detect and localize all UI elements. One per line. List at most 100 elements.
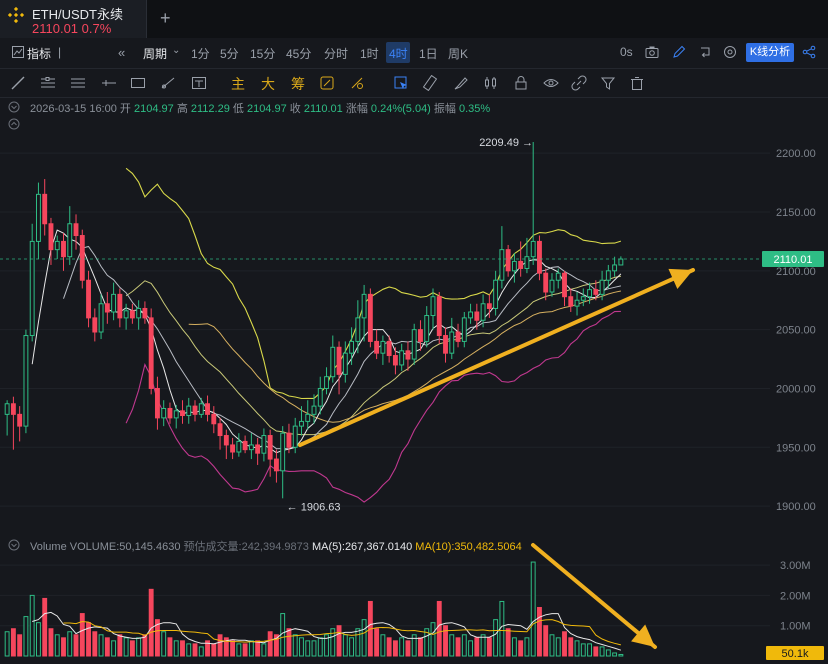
volume-bar	[461, 634, 467, 657]
volume-bar	[29, 594, 35, 657]
volume-bar	[399, 637, 405, 657]
ohlc-amp: 0.35%	[458, 103, 491, 115]
volume-bar	[380, 634, 386, 657]
volume-bar	[418, 637, 423, 657]
candle-body	[192, 405, 198, 415]
y-tick-label: 1950.00	[776, 442, 816, 454]
ma10-line	[63, 245, 622, 450]
volume-bar	[217, 634, 223, 657]
candle-body	[92, 317, 98, 333]
cursor-icon[interactable]	[393, 75, 409, 91]
share-icon[interactable]	[802, 45, 816, 59]
volume-bar	[317, 637, 323, 657]
collapse-legend-icon[interactable]	[8, 101, 22, 113]
candle-body	[418, 329, 423, 342]
bars-pattern-icon[interactable]	[483, 75, 499, 91]
lock-drawing-icon[interactable]	[349, 75, 365, 91]
period-button[interactable]: 周期	[143, 47, 168, 61]
big-chip-button[interactable]: 大	[261, 76, 275, 92]
magnet-icon[interactable]	[319, 75, 335, 91]
indicator-button[interactable]: 指标	[27, 47, 52, 61]
pencil-icon[interactable]	[672, 45, 686, 59]
ruler-icon[interactable]	[423, 75, 439, 91]
symbol-tab[interactable]: ETH/USDT永续 2110.01 0.7%	[0, 0, 147, 38]
link-icon[interactable]	[571, 75, 587, 91]
collapse-volume-icon[interactable]	[8, 539, 22, 551]
candle-body	[104, 303, 110, 313]
candle-body	[449, 331, 455, 354]
candle-body	[48, 223, 54, 251]
parallel-channel-icon[interactable]	[40, 76, 56, 90]
fib-icon[interactable]	[160, 76, 176, 90]
candle-body	[530, 240, 536, 258]
eye-icon[interactable]	[543, 75, 559, 91]
horizontal-ray-icon[interactable]	[101, 76, 117, 90]
volume-bar	[211, 643, 217, 657]
expand-legend-icon[interactable]	[8, 118, 22, 130]
candle-body	[461, 317, 467, 342]
candle-body	[562, 272, 567, 298]
interval-15m[interactable]: 15分	[250, 47, 276, 61]
volume-bar	[468, 640, 474, 657]
volume-bar	[480, 634, 486, 657]
y-tick-label: 2200.00	[776, 148, 816, 160]
lock-icon[interactable]	[513, 75, 529, 91]
volume-bar	[530, 561, 536, 657]
text-tool-icon[interactable]	[191, 76, 207, 90]
candle-body	[361, 293, 367, 319]
interval-5m[interactable]: 5分	[220, 47, 239, 61]
candlestick-chart[interactable]: 1900.00 1950.00 2000.00 2050.00 2100.00 2150.…	[0, 112, 828, 534]
volume-bar	[111, 640, 117, 657]
volume-bar	[136, 637, 142, 657]
volume-bar	[148, 588, 154, 657]
add-tab-icon[interactable]: +	[160, 8, 171, 28]
main-chip-button[interactable]: 主	[231, 76, 245, 92]
filter-icon[interactable]	[600, 75, 616, 91]
kline-analysis-button[interactable]: K线分析	[746, 43, 794, 62]
candle-body	[17, 413, 23, 427]
brush-icon[interactable]	[453, 75, 469, 91]
volume-bar	[261, 643, 267, 657]
interval-1h[interactable]: 1时	[360, 47, 379, 61]
horizontal-lines-icon[interactable]	[70, 76, 86, 90]
candle-body	[161, 407, 167, 419]
volume-bar	[443, 625, 448, 657]
interval-4h[interactable]: 4时	[389, 47, 408, 61]
candle-body	[136, 307, 142, 319]
volume-bar	[98, 634, 104, 657]
collapse-icon[interactable]: «	[118, 45, 126, 60]
volume-bar	[223, 637, 229, 657]
replay-icon[interactable]	[698, 45, 712, 59]
volume-bar	[587, 643, 592, 657]
interval-45m[interactable]: 45分	[286, 47, 312, 61]
trash-icon[interactable]	[629, 75, 645, 91]
candle-body	[405, 350, 411, 360]
candle-body	[580, 296, 586, 301]
candle-body	[511, 260, 517, 272]
candle-body	[186, 405, 192, 417]
camera-icon[interactable]	[645, 45, 659, 59]
interval-1w[interactable]: 周K	[448, 47, 469, 61]
uptrend-arrow-shaft	[298, 268, 695, 447]
rectangle-icon[interactable]	[130, 76, 146, 90]
volume-bar	[449, 634, 455, 657]
current-price-tag	[762, 251, 824, 268]
volume-bar	[192, 643, 198, 657]
interval-1m[interactable]: 1分	[191, 47, 210, 61]
current-price-label: 2110.01	[774, 254, 813, 266]
ohlc-high: 2112.29	[190, 103, 230, 115]
volume-bar	[236, 643, 242, 657]
interval-timeshare[interactable]: 分时	[324, 47, 349, 61]
chip-distribution-button[interactable]: 筹	[291, 76, 305, 92]
trendline-icon[interactable]	[11, 76, 25, 90]
interval-1d[interactable]: 1日	[419, 47, 438, 61]
bollinger-lower-line	[125, 310, 621, 503]
candle-body	[336, 346, 342, 375]
symbol-price-change: 2110.01 0.7%	[32, 21, 111, 36]
volume-ma10: MA(10):350,482.5064	[415, 541, 522, 553]
settings-icon[interactable]	[723, 45, 737, 59]
volume-bar	[568, 637, 574, 657]
volume-title: Volume	[30, 541, 67, 553]
candle-body	[518, 260, 524, 269]
ohlc-low: 2104.97	[246, 103, 287, 115]
